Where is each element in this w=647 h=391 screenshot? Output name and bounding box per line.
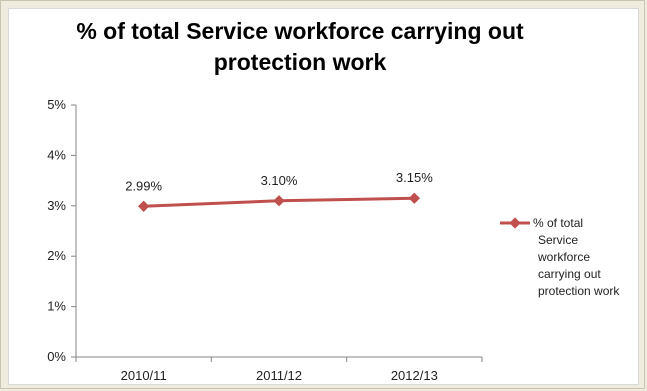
legend-label: % of total Service workforce carrying out pr… bbox=[533, 216, 620, 298]
data-label: 3.10% bbox=[261, 173, 298, 188]
y-tick-label: 0% bbox=[47, 349, 66, 364]
x-tick-label: 2011/12 bbox=[256, 368, 302, 383]
data-point-marker bbox=[138, 201, 149, 212]
y-tick-label: 2% bbox=[47, 248, 66, 263]
y-tick-label: 3% bbox=[47, 198, 66, 213]
data-label: 3.15% bbox=[396, 170, 433, 185]
data-point-marker bbox=[409, 193, 420, 204]
data-point-marker bbox=[273, 195, 284, 206]
data-label: 2.99% bbox=[125, 178, 162, 193]
y-tick-label: 1% bbox=[47, 299, 66, 314]
legend-marker bbox=[509, 217, 520, 228]
y-tick-label: 5% bbox=[47, 97, 66, 112]
x-tick-label: 2010/11 bbox=[121, 368, 167, 383]
x-tick-label: 2012/13 bbox=[391, 368, 438, 383]
y-tick-label: 4% bbox=[47, 147, 66, 162]
